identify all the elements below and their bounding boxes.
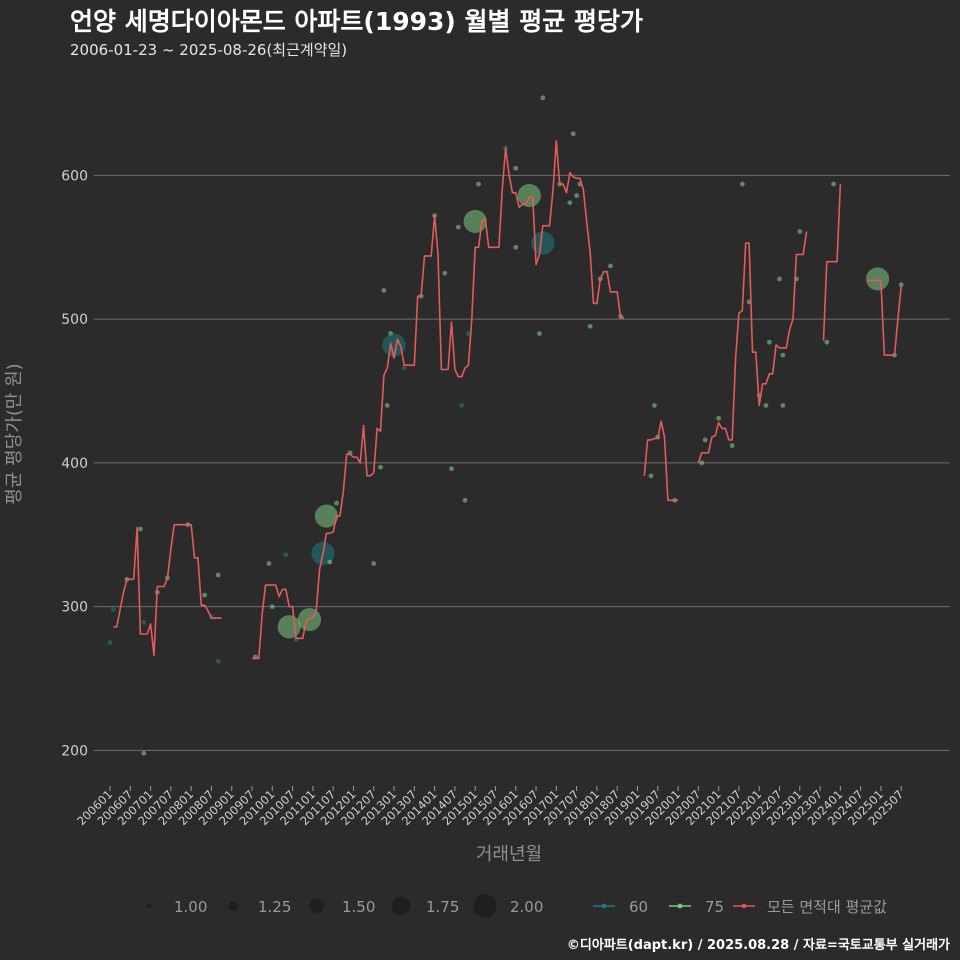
data-point bbox=[777, 276, 782, 282]
average-line bbox=[113, 140, 902, 660]
legend-size-key bbox=[310, 899, 324, 913]
legend-size-label: 2.00 bbox=[510, 898, 543, 916]
data-point bbox=[110, 607, 116, 612]
series-line bbox=[822, 184, 842, 341]
data-point bbox=[266, 561, 272, 566]
data-point bbox=[384, 403, 390, 408]
series-line bbox=[697, 231, 808, 464]
data-point bbox=[215, 658, 221, 664]
data-point bbox=[898, 282, 904, 288]
y-tick-label: 300 bbox=[61, 600, 88, 616]
data-point bbox=[729, 443, 735, 449]
data-point bbox=[831, 181, 837, 187]
y-tick-label: 400 bbox=[61, 456, 88, 472]
legend-size-key bbox=[473, 894, 497, 918]
series-line bbox=[867, 279, 902, 356]
data-point bbox=[716, 415, 722, 421]
data-point bbox=[378, 464, 383, 470]
legend-area-dot bbox=[677, 903, 683, 909]
data-point bbox=[702, 437, 708, 443]
data-point bbox=[739, 181, 745, 187]
legend-line-dot bbox=[741, 903, 747, 909]
data-point bbox=[459, 403, 465, 408]
y-tick-label: 600 bbox=[61, 168, 88, 184]
x-axis-title: 거래년월 bbox=[476, 844, 542, 865]
data-point bbox=[141, 750, 147, 756]
data-point bbox=[570, 131, 576, 137]
data-point bbox=[283, 552, 289, 558]
series-line bbox=[252, 140, 624, 660]
data-point bbox=[537, 331, 542, 336]
data-point bbox=[780, 352, 786, 358]
data-point bbox=[215, 572, 221, 578]
data-point bbox=[574, 193, 580, 198]
data-point bbox=[540, 95, 546, 101]
data-point bbox=[517, 183, 541, 208]
data-point bbox=[763, 403, 769, 408]
legend-size-label: 1.25 bbox=[258, 898, 291, 916]
grid-lines bbox=[94, 174, 950, 751]
data-point bbox=[371, 561, 377, 566]
scatter-points bbox=[107, 95, 904, 756]
data-point bbox=[462, 497, 468, 503]
legend-area-label: 60 bbox=[629, 898, 648, 916]
chart-caption: ©디아파트(dapt.kr) / 2025.08.28 / 자료=국토교통부 실… bbox=[566, 938, 950, 953]
data-point bbox=[334, 500, 339, 506]
data-point bbox=[401, 365, 407, 371]
legend-line-label: 모든 면적대 평균값 bbox=[767, 898, 887, 916]
data-point bbox=[865, 267, 890, 291]
data-point bbox=[513, 165, 519, 171]
y-tick-label: 200 bbox=[61, 743, 88, 759]
data-point bbox=[513, 244, 519, 250]
data-point bbox=[107, 640, 113, 645]
legend-size-label: 1.00 bbox=[174, 898, 207, 916]
data-point bbox=[455, 224, 461, 230]
data-point bbox=[269, 604, 275, 610]
data-point bbox=[648, 473, 654, 479]
series-line bbox=[113, 523, 222, 657]
data-point bbox=[608, 263, 613, 269]
x-axis-ticks: 2006012006072007012007072008012008072009… bbox=[74, 786, 906, 828]
data-point bbox=[567, 200, 573, 206]
data-point bbox=[442, 270, 448, 276]
data-point bbox=[587, 323, 593, 329]
data-point bbox=[327, 559, 333, 565]
legend-area-label: 75 bbox=[705, 898, 724, 916]
legend: 1.00 1.25 1.50 1.75 2.00 60 75 모든 면적대 평균값 bbox=[146, 894, 887, 918]
chart-title: 언양 세명다이아몬드 아파트(1993) 월별 평균 평당가 bbox=[70, 7, 643, 36]
data-point bbox=[381, 288, 387, 293]
data-point bbox=[531, 231, 555, 255]
data-point bbox=[797, 229, 803, 234]
data-point bbox=[277, 615, 301, 639]
data-point bbox=[651, 403, 657, 408]
data-point bbox=[382, 333, 406, 357]
chart-subtitle: 2006-01-23 ~ 2025-08-26(최근계약일) bbox=[70, 41, 348, 59]
legend-size-key bbox=[146, 903, 152, 909]
data-point bbox=[466, 331, 471, 336]
data-point bbox=[141, 620, 147, 625]
data-point bbox=[202, 592, 208, 598]
data-point bbox=[476, 181, 481, 187]
data-point bbox=[449, 466, 454, 472]
y-axis-ticks: 200 300 400 500 600 bbox=[61, 168, 88, 759]
data-point bbox=[780, 403, 786, 408]
series-line bbox=[643, 420, 679, 502]
legend-size-key bbox=[391, 896, 411, 916]
data-point bbox=[699, 460, 705, 466]
legend-area-dot bbox=[601, 903, 607, 909]
data-point bbox=[824, 339, 830, 345]
legend-size-label: 1.75 bbox=[426, 898, 459, 916]
data-point bbox=[297, 607, 322, 632]
y-axis-title: 평균 평당가(만 원) bbox=[4, 363, 25, 504]
data-point bbox=[766, 339, 772, 345]
legend-size-label: 1.50 bbox=[342, 898, 375, 916]
data-point bbox=[138, 526, 143, 532]
data-point bbox=[314, 504, 339, 528]
data-point bbox=[463, 209, 487, 234]
legend-size-key bbox=[228, 901, 238, 911]
y-tick-label: 500 bbox=[61, 312, 88, 328]
